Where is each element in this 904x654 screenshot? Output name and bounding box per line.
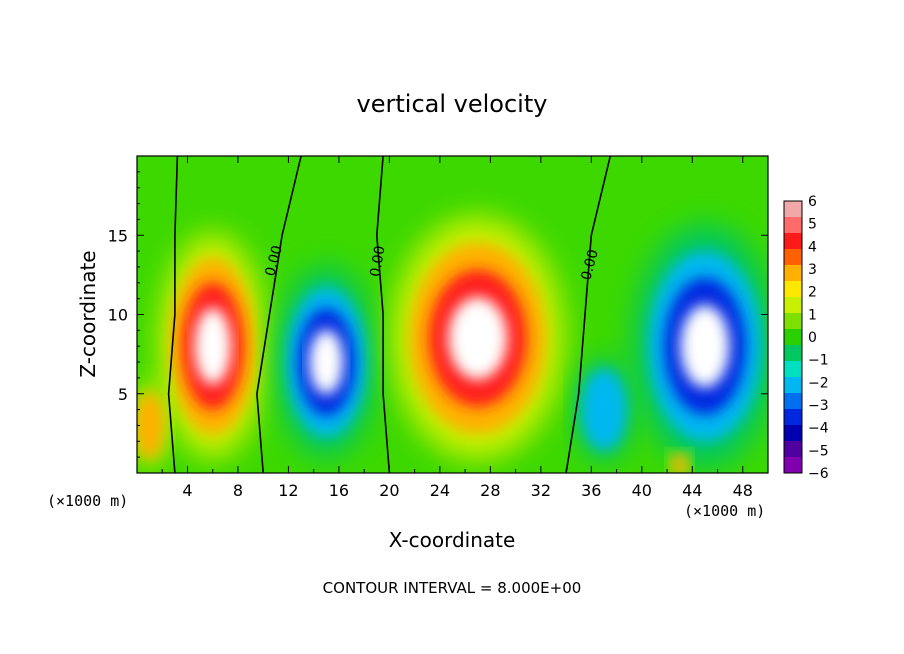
colorbar-swatch bbox=[784, 393, 802, 410]
colorbar-swatch bbox=[784, 377, 802, 394]
colorbar-label: 4 bbox=[808, 239, 817, 255]
heatmap-field bbox=[137, 156, 768, 473]
colorbar-label: 0 bbox=[808, 330, 817, 346]
field-cell bbox=[158, 232, 268, 460]
field-cell bbox=[632, 224, 768, 469]
x-tick-label: 28 bbox=[480, 481, 500, 500]
x-tick-label: 44 bbox=[682, 481, 702, 500]
colorbar-swatch bbox=[784, 217, 802, 234]
field-cell bbox=[137, 381, 168, 470]
field-level bbox=[194, 307, 232, 385]
x-tick-label: 16 bbox=[329, 481, 349, 500]
field-layer bbox=[137, 216, 768, 473]
colorbar-label: −1 bbox=[808, 353, 829, 369]
colorbar-label: 2 bbox=[808, 285, 817, 301]
colorbar-swatch bbox=[784, 441, 802, 458]
field-cell bbox=[275, 266, 378, 458]
contour-label-2: 0.00 bbox=[367, 245, 388, 278]
y-axis-title: Z-coordinate bbox=[76, 250, 100, 377]
colorbar-swatch bbox=[784, 425, 802, 442]
colorbar-label: −5 bbox=[808, 443, 829, 459]
colorbar-swatch bbox=[784, 201, 802, 218]
field-level bbox=[680, 304, 730, 388]
x-axis-ticks: 4 8 12 16 20 24 28 32 36 40 44 48 bbox=[161, 156, 753, 500]
colorbar-swatch bbox=[784, 249, 802, 266]
zero-contour bbox=[167, 156, 179, 473]
colorbar-swatch bbox=[784, 281, 802, 298]
x-tick-label: 8 bbox=[233, 481, 243, 500]
colorbar-label: −6 bbox=[808, 466, 829, 482]
colorbar-swatch bbox=[784, 361, 802, 378]
colorbar-swatch bbox=[784, 313, 802, 330]
y-tick-label: 15 bbox=[108, 226, 128, 245]
x-tick-label: 40 bbox=[632, 481, 652, 500]
zero-contour bbox=[375, 156, 391, 473]
colorbar-frame bbox=[783, 200, 803, 474]
x-tick-label: 24 bbox=[430, 481, 450, 500]
colorbar: 6 5 4 3 2 1 0 −1 −2 −3 −4 −5 −6 bbox=[783, 194, 829, 482]
colorbar-swatch bbox=[784, 265, 802, 282]
zero-contour bbox=[565, 156, 612, 473]
colorbar-label: −4 bbox=[808, 421, 829, 437]
contour-label-3: 0.00 bbox=[578, 248, 602, 282]
field-cell bbox=[574, 357, 633, 462]
colorbar-swatch bbox=[784, 345, 802, 362]
field-level bbox=[137, 391, 164, 460]
colorbar-label: 6 bbox=[808, 194, 817, 210]
contour-interval-text: CONTOUR INTERVAL = 8.000E+00 bbox=[323, 579, 582, 597]
field-level bbox=[448, 296, 508, 380]
field-cell bbox=[668, 452, 691, 473]
x-tick-label: 20 bbox=[379, 481, 399, 500]
colorbar-label: −3 bbox=[808, 398, 829, 414]
y-tick-label: 10 bbox=[108, 306, 128, 325]
colorbar-swatch bbox=[784, 457, 802, 474]
x-tick-label: 32 bbox=[531, 481, 551, 500]
colorbar-label: −2 bbox=[808, 375, 829, 391]
y-unit-label: (×1000 m) bbox=[47, 492, 128, 510]
colorbar-label: 3 bbox=[808, 262, 817, 278]
field-level bbox=[671, 454, 689, 473]
x-axis-title: X-coordinate bbox=[389, 528, 516, 552]
field-cell bbox=[390, 216, 565, 461]
chart-title: vertical velocity bbox=[357, 90, 548, 118]
x-tick-label: 4 bbox=[182, 481, 192, 500]
colorbar-swatch bbox=[784, 297, 802, 314]
x-tick-label: 12 bbox=[278, 481, 298, 500]
y-axis-ticks: 5 10 15 bbox=[108, 171, 768, 458]
colorbar-label: 1 bbox=[808, 307, 817, 323]
y-tick-label: 5 bbox=[118, 385, 128, 404]
colorbar-label: 5 bbox=[808, 217, 817, 233]
colorbar-swatch bbox=[784, 409, 802, 426]
x-tick-label: 36 bbox=[581, 481, 601, 500]
colorbar-swatch bbox=[784, 233, 802, 250]
contour-layer bbox=[167, 156, 612, 473]
field-level bbox=[309, 329, 344, 395]
contour-label-1: 0.00 bbox=[262, 244, 286, 278]
zero-contour bbox=[256, 156, 302, 473]
field-level bbox=[581, 368, 627, 451]
x-unit-label: (×1000 m) bbox=[684, 502, 765, 520]
colorbar-swatch bbox=[784, 329, 802, 346]
x-tick-label: 48 bbox=[733, 481, 753, 500]
